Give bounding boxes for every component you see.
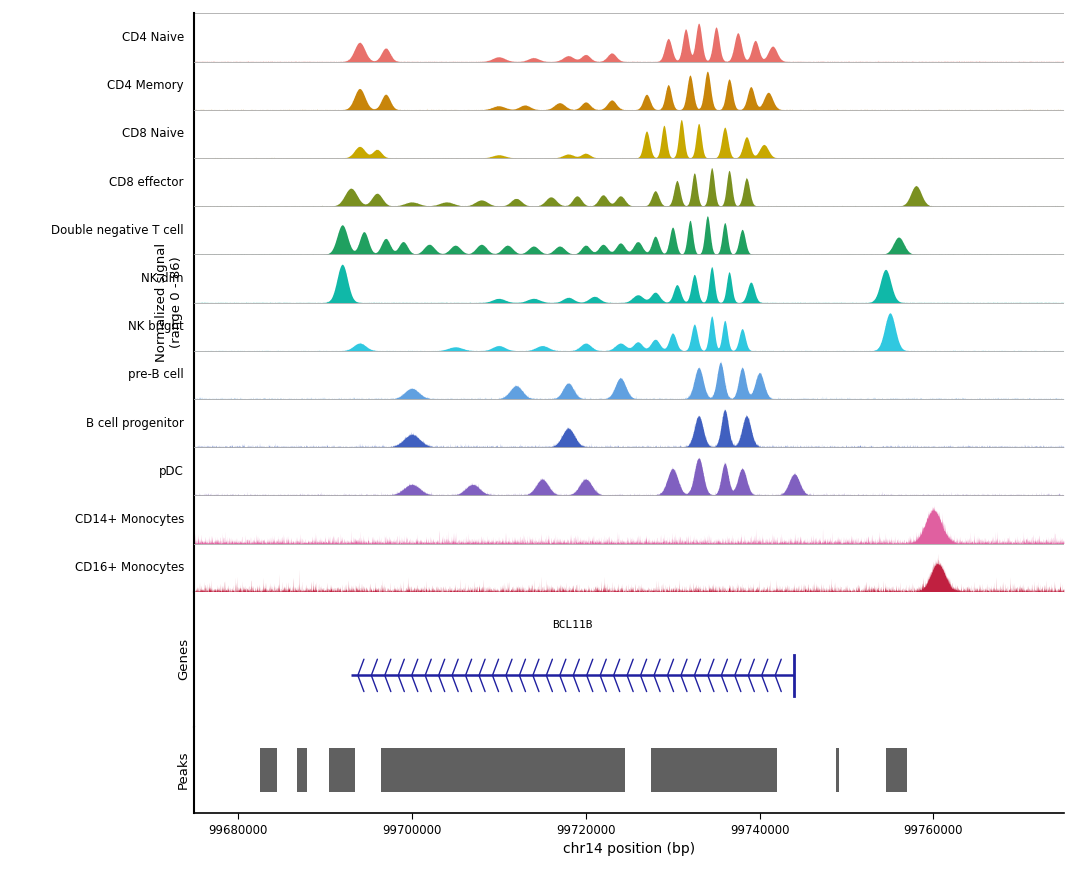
Bar bbox=[381, 749, 624, 792]
Text: pre-B cell: pre-B cell bbox=[129, 368, 184, 381]
Bar bbox=[886, 749, 907, 792]
Text: NK dim: NK dim bbox=[141, 272, 184, 285]
Text: CD4 Memory: CD4 Memory bbox=[107, 79, 184, 92]
Y-axis label: Peaks: Peaks bbox=[177, 751, 190, 789]
Text: CD8 Naive: CD8 Naive bbox=[122, 127, 184, 140]
Text: B cell progenitor: B cell progenitor bbox=[86, 417, 184, 429]
Text: Double negative T cell: Double negative T cell bbox=[52, 224, 184, 236]
Bar bbox=[651, 749, 777, 792]
Text: CD16+ Monocytes: CD16+ Monocytes bbox=[75, 561, 184, 574]
Y-axis label: Genes: Genes bbox=[177, 638, 190, 680]
Text: NK bright: NK bright bbox=[129, 320, 184, 333]
Text: CD8 effector: CD8 effector bbox=[109, 175, 184, 188]
Text: CD14+ Monocytes: CD14+ Monocytes bbox=[75, 513, 184, 526]
Bar bbox=[329, 749, 355, 792]
X-axis label: chr14 position (bp): chr14 position (bp) bbox=[563, 843, 696, 856]
Text: pDC: pDC bbox=[159, 465, 184, 477]
Text: CD4 Naive: CD4 Naive bbox=[122, 31, 184, 44]
Bar bbox=[836, 749, 839, 792]
Y-axis label: Normalized signal
(range 0 - 86): Normalized signal (range 0 - 86) bbox=[156, 243, 184, 362]
Bar bbox=[297, 749, 308, 792]
Bar bbox=[259, 749, 276, 792]
Text: BCL11B: BCL11B bbox=[552, 620, 593, 629]
